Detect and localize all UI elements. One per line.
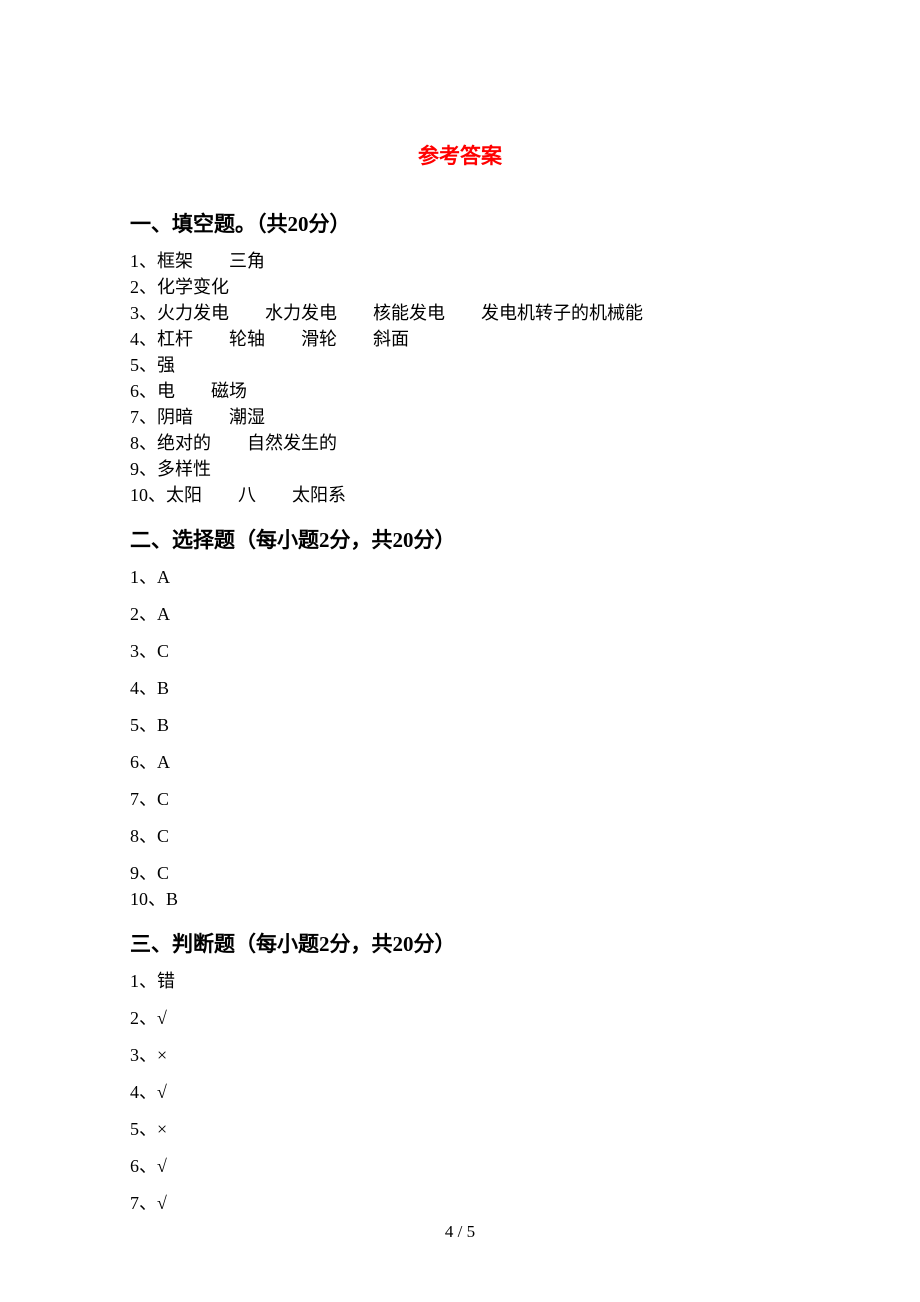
section-header-choice: 二、选择题（每小题2分，共20分） xyxy=(130,524,790,554)
judge-item: 3、× xyxy=(130,1042,790,1068)
choice-item: 5、B xyxy=(130,712,790,738)
section-header-fill: 一、填空题。（共20分） xyxy=(130,208,790,238)
choice-item: 7、C xyxy=(130,786,790,812)
judge-item: 1、错 xyxy=(130,968,790,994)
fill-item: 3、火力发电 水力发电 核能发电 发电机转子的机械能 xyxy=(130,300,790,326)
judge-item: 6、√ xyxy=(130,1153,790,1179)
section-header-judge: 三、判断题（每小题2分，共20分） xyxy=(130,928,790,958)
fill-item: 6、电 磁场 xyxy=(130,378,790,404)
fill-item: 7、阴暗 潮湿 xyxy=(130,404,790,430)
choice-item: 9、C xyxy=(130,860,790,886)
judge-item: 4、√ xyxy=(130,1079,790,1105)
choice-item: 4、B xyxy=(130,675,790,701)
choice-item: 6、A xyxy=(130,749,790,775)
page-content: 参考答案 一、填空题。（共20分） 1、框架 三角 2、化学变化 3、火力发电 … xyxy=(0,0,920,1216)
document-title: 参考答案 xyxy=(130,140,790,170)
fill-item: 10、太阳 八 太阳系 xyxy=(130,482,790,508)
fill-item: 1、框架 三角 xyxy=(130,248,790,274)
choice-item: 2、A xyxy=(130,601,790,627)
judge-item: 7、√ xyxy=(130,1190,790,1216)
fill-item: 5、强 xyxy=(130,352,790,378)
fill-item: 8、绝对的 自然发生的 xyxy=(130,430,790,456)
judge-item: 5、× xyxy=(130,1116,790,1142)
choice-item: 10、B xyxy=(130,886,790,912)
fill-item: 2、化学变化 xyxy=(130,274,790,300)
fill-item: 4、杠杆 轮轴 滑轮 斜面 xyxy=(130,326,790,352)
judge-item: 2、√ xyxy=(130,1005,790,1031)
choice-item: 8、C xyxy=(130,823,790,849)
fill-item: 9、多样性 xyxy=(130,456,790,482)
choice-item: 3、C xyxy=(130,638,790,664)
page-number: 4 / 5 xyxy=(0,1222,920,1242)
choice-item: 1、A xyxy=(130,564,790,590)
